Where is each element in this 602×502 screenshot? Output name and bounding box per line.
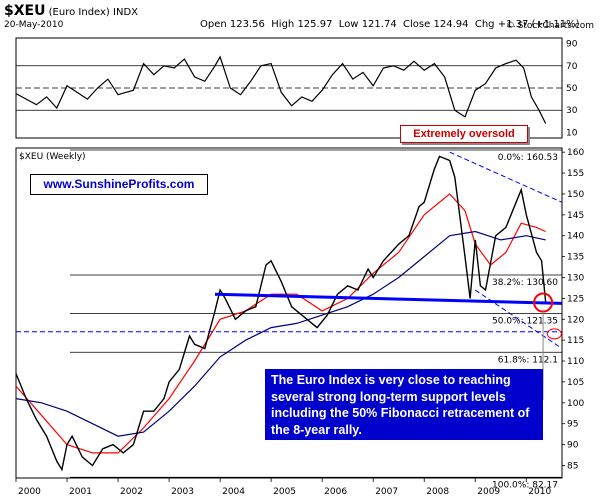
rsi-panel: 10 30 50 70 90 xyxy=(15,37,578,139)
price-line xyxy=(15,155,547,472)
close-value: 124.94 xyxy=(433,19,469,30)
open-value: 123.56 xyxy=(229,19,265,30)
chg-value: +1.37 (+1.11%) xyxy=(497,19,580,30)
price-panel: $XEU (Weekly) 85 90 95 100 105 110 115 120 125 130… xyxy=(15,147,584,497)
x-tick-label: 2010 xyxy=(528,487,551,497)
y-tick-label: 155 xyxy=(567,169,584,179)
ohlc-readout: Open 123.56 High 125.97 Low 121.74 Close… xyxy=(200,19,579,30)
y-tick-label: 150 xyxy=(567,190,584,200)
panel-label: $XEU (Weekly) xyxy=(19,152,86,162)
rsi-tick-label: 30 xyxy=(566,106,578,116)
rsi-tick-label: 50 xyxy=(566,84,578,94)
oversold-callout: Extremely oversold xyxy=(400,125,528,143)
index-name: (Euro Index) INDX xyxy=(48,7,138,18)
trend-line xyxy=(474,289,563,349)
fib-label: 50.0%: 121.35 xyxy=(492,317,558,327)
x-tick-label: 2002 xyxy=(120,487,143,497)
y-tick-label: 125 xyxy=(567,294,584,304)
open-label: Open xyxy=(200,19,227,30)
y-tick-label: 130 xyxy=(567,273,584,283)
chart-date: 20-May-2010 xyxy=(4,20,64,30)
high-label: High xyxy=(271,19,295,30)
fib-label: 38.2%: 130.60 xyxy=(492,278,558,288)
y-tick-label: 105 xyxy=(567,378,584,388)
y-tick-label: 85 xyxy=(567,461,578,471)
chg-label: Chg xyxy=(474,19,495,30)
x-tick-label: 2005 xyxy=(273,487,296,497)
rsi-tick-label: 90 xyxy=(566,40,578,50)
trend-line xyxy=(214,292,563,305)
close-label: Close xyxy=(403,19,431,30)
x-tick-label: 2000 xyxy=(18,487,41,497)
fib-label: 61.8%: 112.1 xyxy=(498,355,558,365)
fib-label: 0.0%: 160.53 xyxy=(498,153,558,163)
x-tick-label: 2009 xyxy=(477,487,500,497)
x-tick-label: 2008 xyxy=(426,487,449,497)
trend-line xyxy=(449,151,563,203)
chart-header: $XEU (Euro Index) INDX xyxy=(4,3,138,19)
low-value: 121.74 xyxy=(361,19,397,30)
stockcharts-credit: © StockCharts.com xyxy=(505,21,594,31)
y-tick-label: 145 xyxy=(567,211,584,221)
y-tick-label: 115 xyxy=(567,336,584,346)
x-tick-label: 2003 xyxy=(171,487,194,497)
rsi-tick-label: 10 xyxy=(566,128,578,138)
low-label: Low xyxy=(338,19,359,30)
y-tick-label: 110 xyxy=(567,357,584,367)
rsi-line xyxy=(15,55,547,124)
y-tick-label: 140 xyxy=(567,232,584,242)
high-value: 125.97 xyxy=(297,19,333,30)
y-tick-label: 95 xyxy=(567,420,578,430)
symbol: $XEU xyxy=(4,3,46,19)
highlight-circle-small xyxy=(546,328,562,340)
rsi-tick-label: 70 xyxy=(566,62,578,72)
y-tick-label: 120 xyxy=(567,315,584,325)
x-tick-label: 2007 xyxy=(375,487,398,497)
annotation-note: The Euro Index is very close to reaching… xyxy=(265,369,543,440)
x-tick-label: 2004 xyxy=(222,487,245,497)
y-tick-label: 160 xyxy=(567,148,584,158)
y-tick-label: 100 xyxy=(567,399,584,409)
fib-label: 100.0%: 82.17 xyxy=(492,480,558,490)
site-label: www.SunshineProfits.com xyxy=(30,174,208,195)
y-tick-label: 135 xyxy=(567,253,584,263)
y-tick-label: 90 xyxy=(567,441,579,451)
x-tick-label: 2006 xyxy=(324,487,347,497)
x-tick-label: 2001 xyxy=(69,487,92,497)
